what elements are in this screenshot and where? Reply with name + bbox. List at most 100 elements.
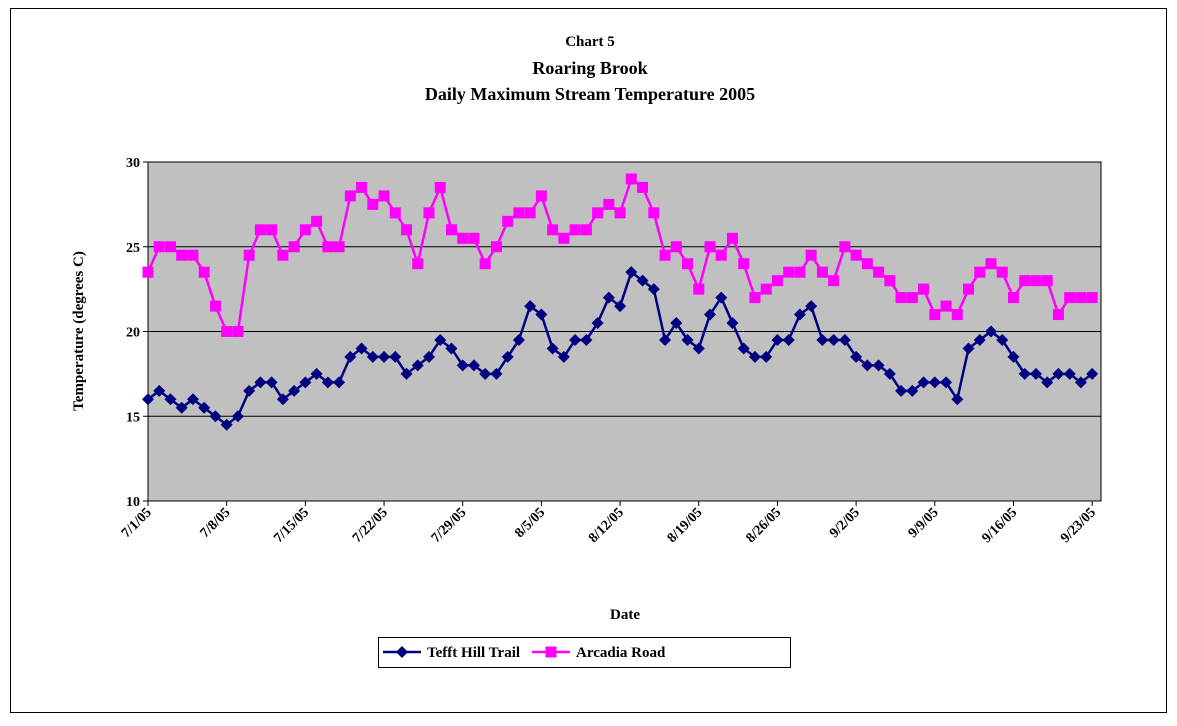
legend-label: Tefft Hill Trail: [427, 645, 520, 661]
marker-diamond: [872, 359, 885, 372]
marker-square: [479, 258, 491, 270]
marker-square: [738, 258, 750, 270]
marker-diamond: [1063, 367, 1076, 380]
marker-diamond: [344, 350, 357, 363]
marker-diamond: [681, 333, 694, 346]
chart-title-line: Chart 5: [565, 34, 615, 50]
marker-square: [850, 249, 862, 261]
chart-title-line: Roaring Brook: [532, 58, 647, 78]
marker-square: [1064, 292, 1076, 304]
marker-square: [805, 249, 817, 261]
marker-square: [299, 224, 311, 236]
marker-diamond: [333, 376, 346, 389]
marker-diamond: [198, 401, 211, 414]
marker-diamond: [692, 342, 705, 355]
marker-square: [828, 275, 840, 287]
marker-diamond: [546, 342, 559, 355]
marker-diamond: [850, 350, 863, 363]
marker-square: [771, 275, 783, 287]
marker-diamond: [479, 367, 492, 380]
marker-square: [547, 224, 559, 236]
marker-diamond: [737, 342, 750, 355]
marker-square: [412, 258, 424, 270]
marker-square: [974, 266, 986, 278]
marker-square: [401, 224, 413, 236]
marker-square: [490, 241, 502, 253]
marker-square: [535, 190, 547, 202]
y-tick-label: 25: [126, 241, 140, 256]
marker-square: [378, 190, 390, 202]
marker-diamond: [940, 376, 953, 389]
marker-diamond: [726, 317, 739, 330]
x-axis-label: Date: [610, 607, 640, 623]
marker-square: [545, 646, 557, 658]
marker-square: [423, 207, 435, 219]
marker-diamond: [951, 393, 964, 406]
marker-diamond: [602, 291, 615, 304]
marker-diamond: [276, 393, 289, 406]
marker-square: [637, 181, 649, 193]
marker-diamond: [512, 333, 525, 346]
marker-square: [873, 266, 885, 278]
marker-diamond: [524, 300, 537, 313]
marker-square: [996, 266, 1008, 278]
marker-diamond: [490, 367, 503, 380]
marker-diamond: [928, 376, 941, 389]
marker-square: [558, 232, 570, 244]
marker-diamond: [355, 342, 368, 355]
marker-square: [389, 207, 401, 219]
marker-diamond: [535, 308, 548, 321]
marker-diamond: [321, 376, 334, 389]
marker-diamond: [973, 333, 986, 346]
marker-square: [524, 207, 536, 219]
marker-square: [726, 232, 738, 244]
marker-diamond: [265, 376, 278, 389]
marker-square: [187, 249, 199, 261]
marker-diamond: [917, 376, 930, 389]
chart-title-line: Daily Maximum Stream Temperature 2005: [425, 84, 755, 104]
marker-diamond: [456, 359, 469, 372]
marker-square: [760, 283, 772, 295]
marker-diamond: [659, 333, 672, 346]
marker-diamond: [591, 317, 604, 330]
marker-square: [288, 241, 300, 253]
marker-diamond: [501, 350, 514, 363]
marker-diamond: [288, 384, 301, 397]
marker-square: [344, 190, 356, 202]
marker-square: [895, 292, 907, 304]
marker-square: [603, 198, 615, 210]
marker-square: [198, 266, 210, 278]
marker-diamond: [389, 350, 402, 363]
marker-square: [153, 241, 165, 253]
y-axis-label: Temperature (degrees C): [71, 251, 87, 411]
marker-square: [884, 275, 896, 287]
marker-square: [1041, 275, 1053, 287]
marker-square: [614, 207, 626, 219]
marker-diamond: [760, 350, 773, 363]
marker-diamond: [366, 350, 379, 363]
marker-diamond: [396, 646, 408, 658]
legend-label: Arcadia Road: [576, 645, 666, 661]
marker-diamond: [647, 283, 660, 296]
marker-diamond: [895, 384, 908, 397]
marker-square: [592, 207, 604, 219]
marker-diamond: [142, 393, 154, 406]
marker-square: [693, 283, 705, 295]
marker-diamond: [1018, 367, 1031, 380]
marker-square: [322, 241, 334, 253]
marker-square: [445, 224, 457, 236]
y-tick-label: 10: [126, 495, 140, 510]
marker-diamond: [1074, 376, 1087, 389]
marker-diamond: [1041, 376, 1054, 389]
marker-square: [254, 224, 266, 236]
marker-square: [502, 215, 514, 227]
marker-diamond: [569, 333, 582, 346]
marker-square: [985, 258, 997, 270]
marker-square: [918, 283, 930, 295]
marker-diamond: [254, 376, 267, 389]
marker-diamond: [827, 333, 840, 346]
marker-diamond: [1007, 350, 1020, 363]
marker-square: [142, 266, 154, 278]
marker-square: [333, 241, 345, 253]
